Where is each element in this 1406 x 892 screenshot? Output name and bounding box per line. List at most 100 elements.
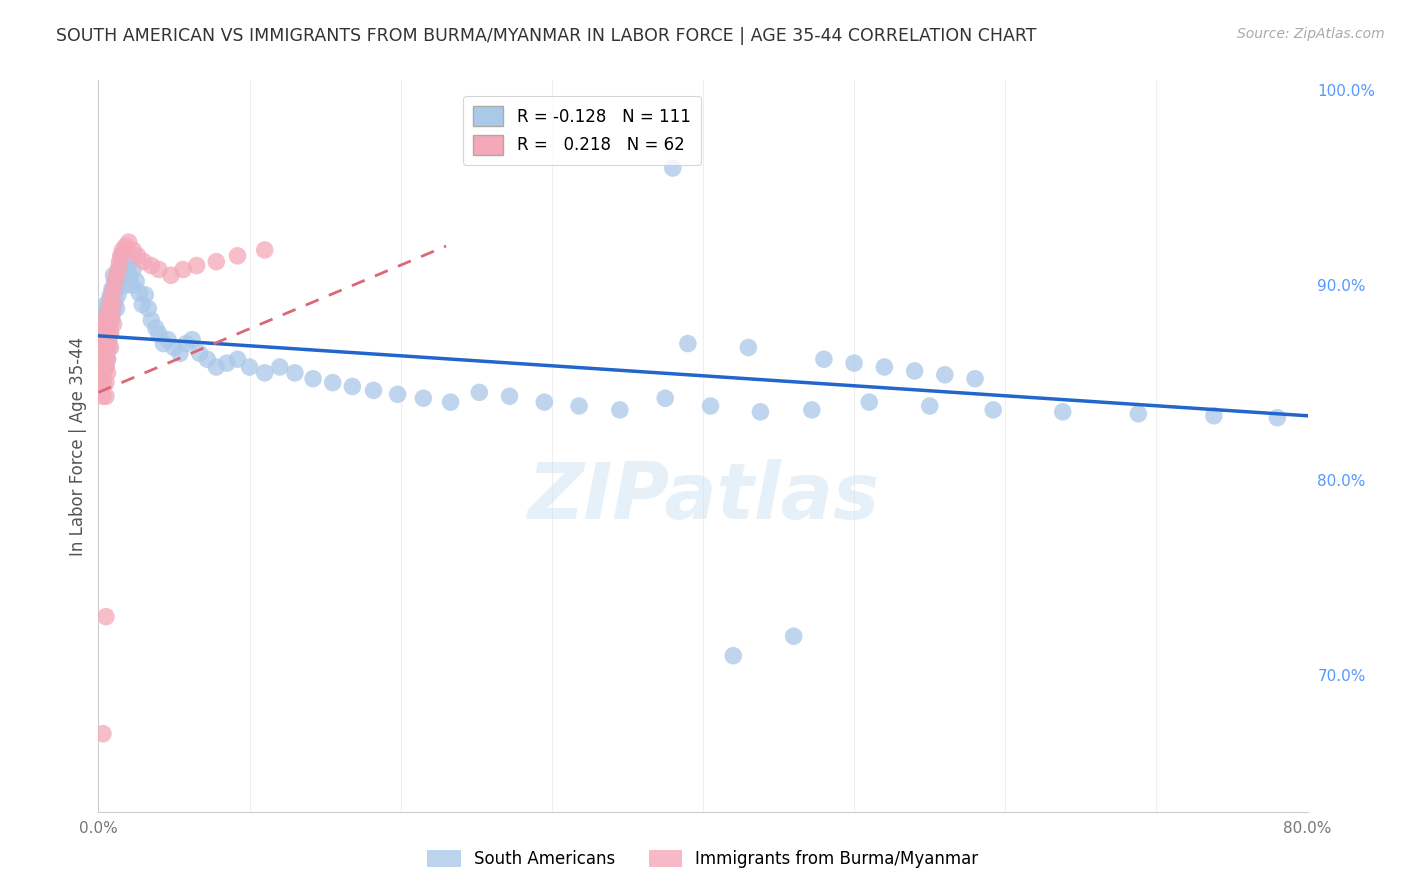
Point [181,333,204,347]
Point [91,352,114,367]
Point [141,313,163,327]
Point [111,243,134,257]
Point [91,366,114,380]
Point [934,368,956,382]
Point [156,333,179,347]
Point [148,326,170,341]
Point [136,301,159,316]
Point [322,376,344,390]
Point [253,366,276,380]
Point [122,243,145,257]
Point [98,317,121,331]
Point [205,254,228,268]
Point [96,333,118,347]
Point [100,341,122,355]
Point [1052,405,1074,419]
Point [498,389,520,403]
Point [101,288,124,302]
Point [723,648,745,663]
Point [981,403,1004,417]
Point [96,301,118,316]
Point [188,346,211,360]
Point [654,391,676,405]
Point [96,366,118,380]
Point [94,346,117,360]
Point [148,262,170,277]
Point [89,366,111,380]
Point [93,359,115,374]
Point [90,376,112,390]
Point [163,341,186,355]
Point [114,239,136,253]
Point [737,341,759,355]
Point [90,317,112,331]
Point [918,399,941,413]
Point [93,333,115,347]
Point [94,376,117,390]
Point [90,359,112,374]
Point [169,346,191,360]
Point [110,268,132,283]
Point [91,333,114,347]
Point [100,301,122,316]
Point [122,262,145,277]
Point [205,359,228,374]
Point [302,372,325,386]
Point [96,321,118,335]
Point [98,341,121,355]
Y-axis label: In Labor Force | Age 35-44: In Labor Force | Age 35-44 [69,336,87,556]
Point [93,346,115,360]
Point [439,395,461,409]
Point [132,254,155,268]
Point [858,395,880,409]
Point [89,336,111,351]
Point [100,325,122,339]
Point [103,282,125,296]
Point [128,285,150,300]
Point [98,307,121,321]
Point [89,352,111,367]
Legend: South Americans, Immigrants from Burma/Myanmar: South Americans, Immigrants from Burma/M… [420,843,986,875]
Point [813,352,835,367]
Point [94,359,117,374]
Point [101,307,124,321]
Point [412,391,434,405]
Legend: R = -0.128   N = 111, R =   0.218   N = 62: R = -0.128 N = 111, R = 0.218 N = 62 [464,96,700,165]
Point [112,268,135,283]
Point [93,313,115,327]
Point [253,243,276,257]
Point [94,326,117,341]
Point [91,323,114,337]
Point [91,359,114,374]
Point [108,259,131,273]
Point [226,249,249,263]
Point [91,376,114,390]
Point [91,727,114,741]
Text: SOUTH AMERICAN VS IMMIGRANTS FROM BURMA/MYANMAR IN LABOR FORCE | AGE 35-44 CORRE: SOUTH AMERICAN VS IMMIGRANTS FROM BURMA/… [56,27,1036,45]
Point [104,274,127,288]
Point [215,356,238,370]
Point [121,278,143,293]
Point [152,336,174,351]
Point [90,352,112,367]
Point [103,297,125,311]
Point [125,274,148,288]
Point [141,259,163,273]
Point [363,384,385,398]
Point [100,288,122,302]
Point [873,359,896,374]
Point [96,336,118,351]
Point [103,282,125,296]
Point [104,274,127,288]
Point [118,235,141,249]
Point [186,259,208,273]
Point [568,399,591,413]
Point [101,282,124,296]
Point [783,629,806,643]
Point [103,301,125,316]
Point [1202,409,1225,423]
Text: ZIPatlas: ZIPatlas [527,459,879,535]
Point [127,249,149,263]
Point [96,307,118,321]
Point [103,317,125,331]
